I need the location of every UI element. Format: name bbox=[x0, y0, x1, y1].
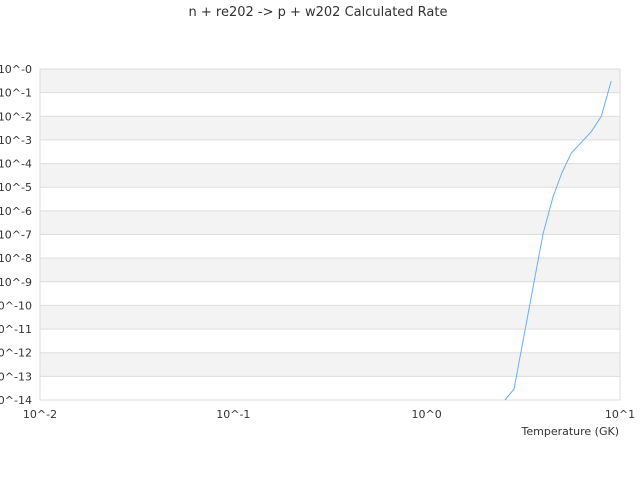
y-tick-label: 10^-12 bbox=[0, 347, 32, 360]
y-tick-label: 10^-1 bbox=[0, 87, 32, 100]
grid-band bbox=[40, 352, 620, 377]
grid-band bbox=[40, 376, 620, 400]
y-tick-label: 10^-4 bbox=[0, 158, 32, 171]
x-tick-label: 10^-1 bbox=[216, 408, 250, 421]
grid-band bbox=[40, 234, 620, 259]
chart-title: n + re202 -> p + w202 Calculated Rate bbox=[188, 5, 447, 20]
grid-band bbox=[40, 258, 620, 282]
y-tick-label: 10^-5 bbox=[0, 181, 32, 194]
grid-band bbox=[40, 69, 620, 93]
x-tick-label: 10^0 bbox=[412, 408, 442, 421]
y-tick-label: 10^-9 bbox=[0, 276, 32, 289]
grid-band bbox=[40, 210, 620, 235]
grid-band bbox=[40, 139, 620, 164]
grid-band bbox=[40, 281, 620, 306]
y-tick-label: 10^-8 bbox=[0, 252, 32, 265]
y-tick-label: 10^-11 bbox=[0, 323, 32, 336]
grid-band bbox=[40, 329, 620, 353]
y-tick-label: 10^-3 bbox=[0, 134, 32, 147]
y-tick-label: 10^-0 bbox=[0, 63, 32, 76]
y-tick-label: 10^-14 bbox=[0, 394, 32, 407]
grid-band bbox=[40, 305, 620, 330]
y-tick-label: 10^-2 bbox=[0, 110, 32, 123]
grid-band bbox=[40, 163, 620, 188]
plot-border bbox=[39, 68, 621, 401]
x-tick-label: 10^-2 bbox=[23, 408, 57, 421]
grid-band bbox=[40, 187, 620, 211]
rate-series-line bbox=[504, 80, 612, 401]
x-axis-label: Temperature (GK) bbox=[521, 425, 620, 438]
y-tick-label: 10^-6 bbox=[0, 205, 32, 218]
x-tick-label: 10^1 bbox=[605, 408, 635, 421]
y-tick-label: 10^-7 bbox=[0, 229, 32, 242]
grid-band bbox=[40, 116, 620, 140]
y-tick-label: 10^-10 bbox=[0, 299, 32, 312]
y-tick-label: 10^-13 bbox=[0, 370, 32, 383]
grid-band bbox=[40, 92, 620, 117]
